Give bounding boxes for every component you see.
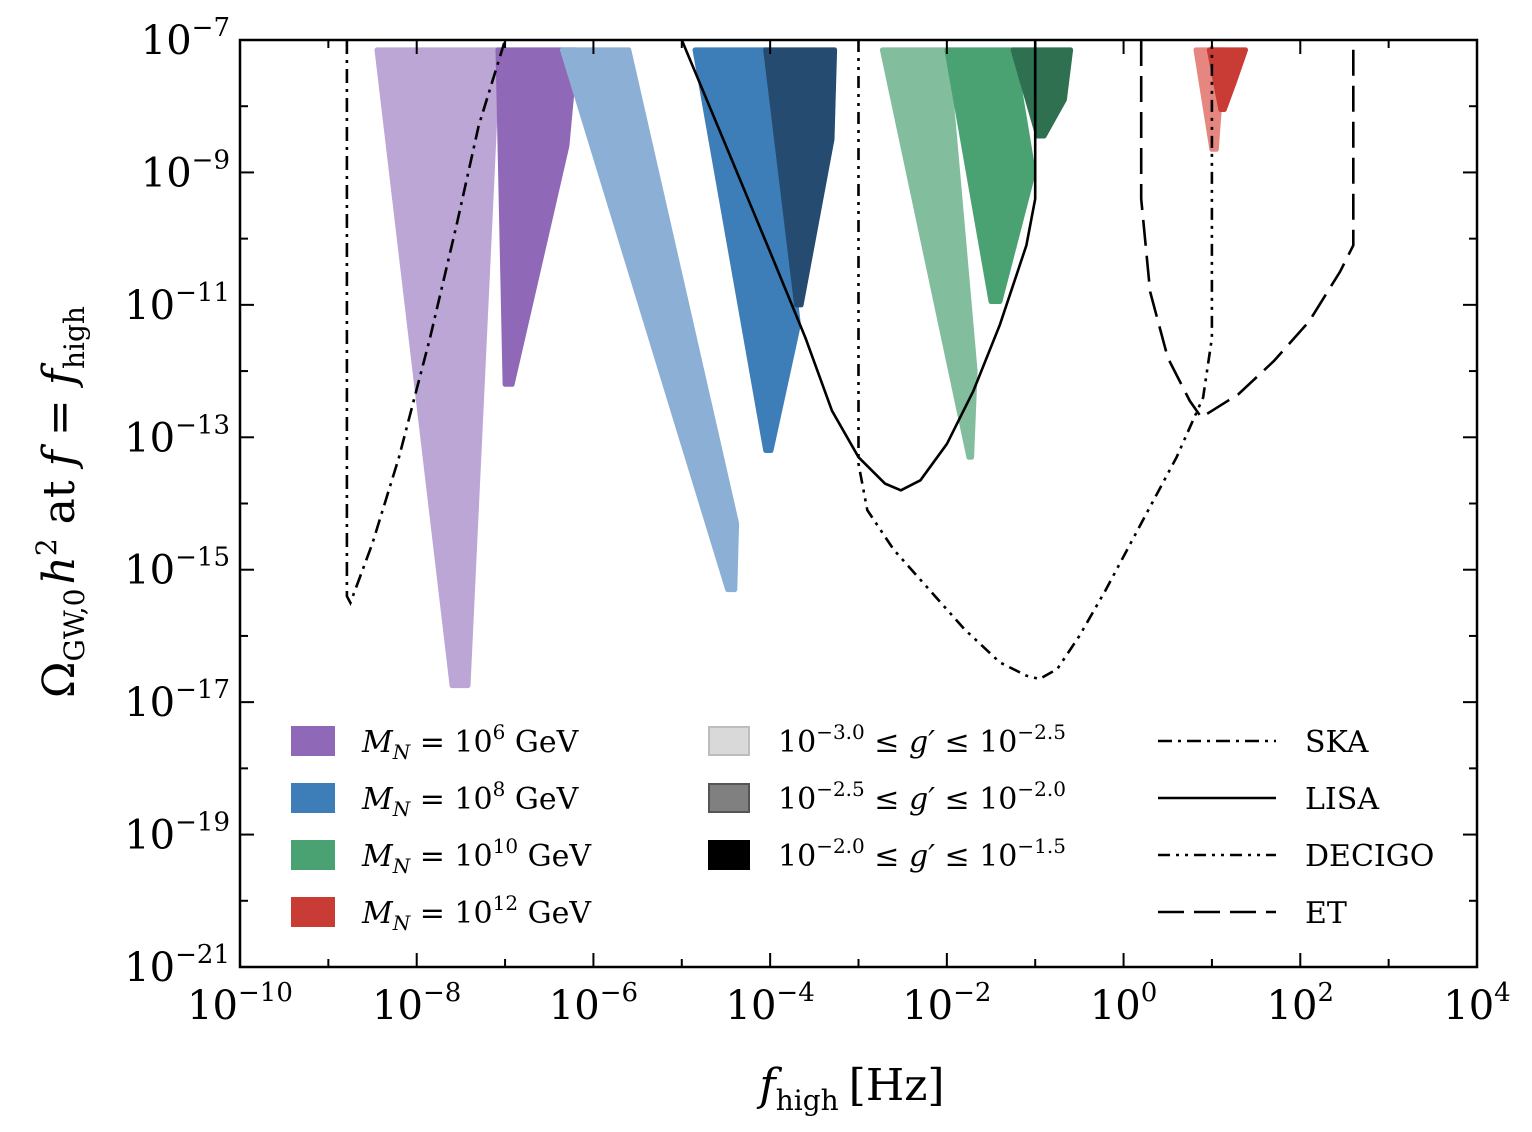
x-tick-label: 10−10 <box>187 978 293 1029</box>
legend-label-mass: MN = 106 GeV <box>361 720 580 764</box>
legend-label-mass: MN = 1012 GeV <box>361 891 592 935</box>
legend-swatch-mass <box>291 840 335 870</box>
legend-swatch-mass <box>291 783 335 813</box>
curve-ska <box>345 40 507 606</box>
region-MN12-mid <box>1206 47 1248 112</box>
legend-swatch-mass <box>291 726 335 756</box>
legend-label-mass: MN = 1010 GeV <box>361 834 592 878</box>
y-tick-label: 10−21 <box>124 940 230 991</box>
y-tick-label: 10−7 <box>141 13 230 64</box>
legend-swatch-coupling <box>708 840 750 870</box>
plot-frame <box>238 38 1479 969</box>
x-tick-label: 10−2 <box>902 978 991 1029</box>
legend-swatch-coupling <box>708 726 750 756</box>
y-tick-label: 10−15 <box>124 543 230 594</box>
legend-swatch-mass <box>291 897 335 927</box>
region-MN10-light <box>879 47 978 460</box>
tick-label-layer: 10−10 10−8 10−6 10−4 10−2 100 102 104 10−21 10−19… <box>124 13 1511 1029</box>
region-MN6-mid <box>495 47 579 387</box>
legend: MN = 106 GeV MN = 108 GeV MN = 1010 GeV MN … <box>291 720 1434 935</box>
region-layer <box>374 47 1248 689</box>
x-tick-label: 10−4 <box>726 978 815 1029</box>
legend-label-detector: SKA <box>1305 725 1369 760</box>
x-tick-label: 102 <box>1267 978 1334 1029</box>
legend-swatch-coupling <box>708 783 750 813</box>
y-tick-label: 10−9 <box>141 145 230 196</box>
region-MN8-dark <box>763 47 838 308</box>
x-tick-label: 10−6 <box>549 978 638 1029</box>
x-tick-label: 104 <box>1443 978 1510 1029</box>
y-tick-label: 10−13 <box>124 410 230 461</box>
y-tick-label: 10−19 <box>124 808 230 859</box>
region-MN10-dark <box>1010 47 1074 139</box>
y-tick-label: 10−17 <box>124 675 230 726</box>
curve-layer <box>345 40 1355 681</box>
region-MN6-light <box>374 47 501 689</box>
legend-label-coupling: 10−3.0 ≤ g′ ≤ 10−2.5 <box>778 720 1066 760</box>
y-tick-label: 10−11 <box>124 278 230 329</box>
legend-label-coupling: 10−2.0 ≤ g′ ≤ 10−1.5 <box>778 834 1066 874</box>
curve-et <box>1139 40 1355 420</box>
x-tick-label: 100 <box>1090 978 1157 1029</box>
legend-label-detector: ET <box>1305 896 1347 931</box>
region-MN8-light <box>560 47 740 593</box>
legend-label-detector: DECIGO <box>1305 839 1434 874</box>
legend-label-mass: MN = 108 GeV <box>361 777 580 821</box>
region-MN8-mid <box>692 47 801 453</box>
y-axis-label: ΩGW,0h2 at f = fhigh <box>30 306 91 698</box>
x-axis-label: fhigh [Hz] <box>756 1060 944 1117</box>
x-tick-label: 10−8 <box>372 978 461 1029</box>
legend-label-coupling: 10−2.5 ≤ g′ ≤ 10−2.0 <box>778 777 1066 817</box>
curve-lisa <box>680 40 1037 492</box>
region-MN10-mid <box>944 47 1036 304</box>
legend-label-detector: LISA <box>1305 782 1379 817</box>
